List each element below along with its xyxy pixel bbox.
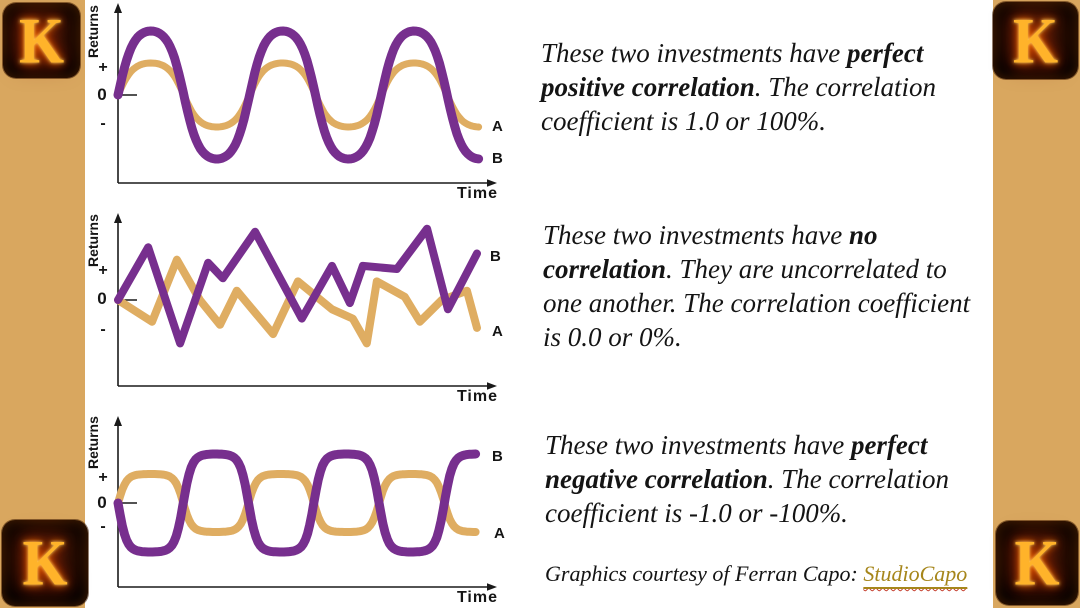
x-axis-label: Time bbox=[457, 589, 498, 606]
series-label-B: B bbox=[492, 448, 503, 465]
chart-no-correlation: Returns+0 - Time A B bbox=[85, 213, 503, 405]
y-tick-label: - bbox=[100, 115, 105, 132]
series-line-B bbox=[113, 449, 481, 557]
credit-line: Graphics courtesy of Ferran Capo: Studio… bbox=[545, 561, 990, 587]
y-axis-label: Returns bbox=[85, 416, 101, 469]
left-border-strip bbox=[0, 0, 85, 608]
y-tick-label: - bbox=[100, 518, 105, 535]
caption-positive-correlation: These two investments have perfect posit… bbox=[541, 38, 936, 136]
chart-perfect-negative-correlation: Returns+0 - Time A B bbox=[85, 416, 505, 606]
fire-k-logo-top-left: K bbox=[3, 3, 80, 78]
fire-k-logo-bottom-left: K bbox=[2, 520, 88, 606]
x-axis-arrow bbox=[487, 583, 497, 591]
x-axis-label: Time bbox=[457, 185, 498, 202]
fire-k-letter: K bbox=[1012, 3, 1059, 77]
y-axis-arrow bbox=[114, 416, 122, 426]
y-tick-label: + bbox=[98, 469, 107, 486]
y-axis-label: Returns bbox=[85, 214, 101, 267]
fire-k-logo-top-right: K bbox=[993, 2, 1078, 79]
studiocapo-link-label: StudioCapo bbox=[863, 561, 968, 586]
fire-k-letter: K bbox=[22, 526, 68, 599]
y-tick-label: + bbox=[98, 59, 107, 76]
series-label-A: A bbox=[492, 323, 503, 340]
x-axis-arrow bbox=[487, 179, 497, 187]
studiocapo-link[interactable]: StudioCapo bbox=[863, 561, 967, 586]
series-line-A bbox=[114, 470, 480, 536]
y-axis-label: Returns bbox=[85, 5, 101, 58]
fire-k-letter: K bbox=[1014, 526, 1060, 599]
fire-k-logo-bottom-right: K bbox=[996, 521, 1078, 605]
chart-perfect-positive-correlation: Returns+0 - Time AB bbox=[85, 3, 503, 202]
y-axis-arrow bbox=[114, 213, 122, 223]
right-border-strip bbox=[993, 0, 1080, 608]
caption-negative-correlation: These two investments have perfect negat… bbox=[545, 430, 949, 528]
y-axis-arrow bbox=[114, 3, 122, 13]
series-label-B: B bbox=[492, 150, 503, 167]
series-label-A: A bbox=[494, 525, 505, 542]
y-tick-label: 0 bbox=[97, 493, 106, 512]
series-label-A: A bbox=[492, 118, 503, 135]
x-axis-label: Time bbox=[457, 388, 498, 405]
series-line-B bbox=[113, 26, 484, 164]
credit-text: Graphics courtesy of Ferran Capo: bbox=[545, 561, 864, 586]
x-axis-arrow bbox=[487, 382, 497, 390]
y-tick-label: - bbox=[100, 321, 105, 338]
caption-no-correlation: These two investments have no correlatio… bbox=[543, 220, 971, 352]
series-line-B bbox=[114, 224, 481, 348]
series-line-A bbox=[114, 59, 483, 131]
series-label-B: B bbox=[490, 248, 501, 265]
fire-k-letter: K bbox=[18, 3, 65, 77]
y-tick-label: 0 bbox=[97, 289, 106, 308]
y-tick-label: 0 bbox=[97, 85, 106, 104]
y-tick-label: + bbox=[98, 262, 107, 279]
